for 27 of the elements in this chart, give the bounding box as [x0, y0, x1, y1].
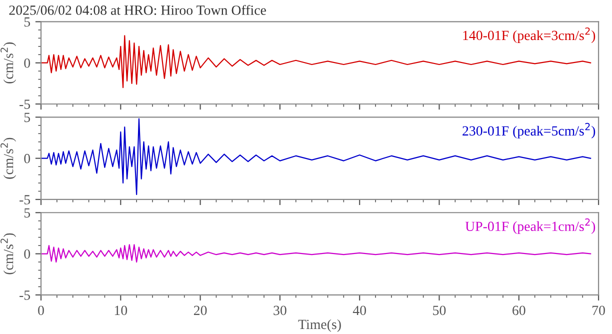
y-tick-label: 0: [24, 58, 30, 68]
y-tick-label: -5: [20, 290, 30, 300]
annotation: UP-01F (peak=1cm/s$^{2}$): [465, 218, 596, 234]
y-tick-label: 5: [24, 208, 30, 218]
y-tick-label: 5: [24, 112, 30, 122]
annotation: 140-01F (peak=3cm/s$^{2}$): [463, 27, 596, 43]
x-tick-label: 30: [274, 306, 286, 316]
y-tick-label: 0: [24, 249, 30, 259]
x-tick-label: 70: [592, 306, 605, 316]
line-series: [41, 118, 592, 196]
y-tick-label: 0: [24, 154, 30, 164]
x-tick-label: 0: [38, 306, 44, 316]
x-axis-title: Time(s): [298, 319, 341, 332]
y-tick-label: -5: [20, 100, 30, 109]
chart-title: 2025/06/02 04:08 at HRO: Hiroo Town Office: [9, 4, 266, 15]
y-tick-label: 5: [24, 17, 30, 27]
x-tick-label: 50: [433, 306, 446, 316]
x-tick-label: 10: [114, 306, 128, 316]
x-tick-label: 20: [194, 306, 207, 316]
y-axis-title: (cm/s$^{2}$): [0, 138, 16, 179]
y-axis-title: (cm/s$^{2}$): [0, 42, 16, 84]
x-tick-label: 60: [512, 306, 526, 316]
x-tick-label: 40: [352, 306, 366, 316]
annotation: 230-01F (peak=5cm/s$^{2}$): [462, 122, 596, 138]
y-tick-label: -5: [20, 195, 30, 204]
line-series: [41, 244, 592, 263]
y-axis-title: (cm/s$^{2}$): [0, 233, 16, 274]
